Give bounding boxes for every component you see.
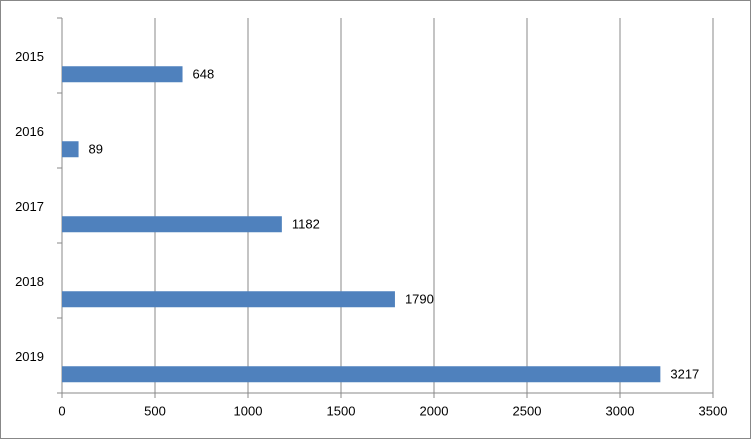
x-tick-label: 0 — [58, 403, 65, 418]
bar — [62, 66, 183, 83]
x-tick-label: 3000 — [606, 403, 635, 418]
x-tick-label: 2500 — [513, 403, 542, 418]
bar — [62, 141, 79, 158]
y-tick-label: 2017 — [15, 199, 44, 214]
bar — [62, 216, 282, 233]
y-tick-label: 2019 — [15, 349, 44, 364]
value-label: 1182 — [292, 217, 320, 232]
bar — [62, 291, 395, 308]
value-label: 3217 — [670, 367, 699, 382]
value-label: 1790 — [405, 292, 434, 307]
x-tick-label: 500 — [144, 403, 166, 418]
y-tick-label: 2016 — [15, 124, 44, 139]
y-tick-label: 2018 — [15, 274, 44, 289]
y-tick-label: 2015 — [15, 49, 44, 64]
x-tick-label: 3500 — [699, 403, 728, 418]
value-label: 89 — [89, 142, 103, 157]
x-tick-label: 2000 — [420, 403, 449, 418]
value-label: 648 — [193, 67, 215, 82]
x-tick-label: 1000 — [234, 403, 263, 418]
x-tick-label: 1500 — [327, 403, 356, 418]
bar — [62, 366, 661, 383]
